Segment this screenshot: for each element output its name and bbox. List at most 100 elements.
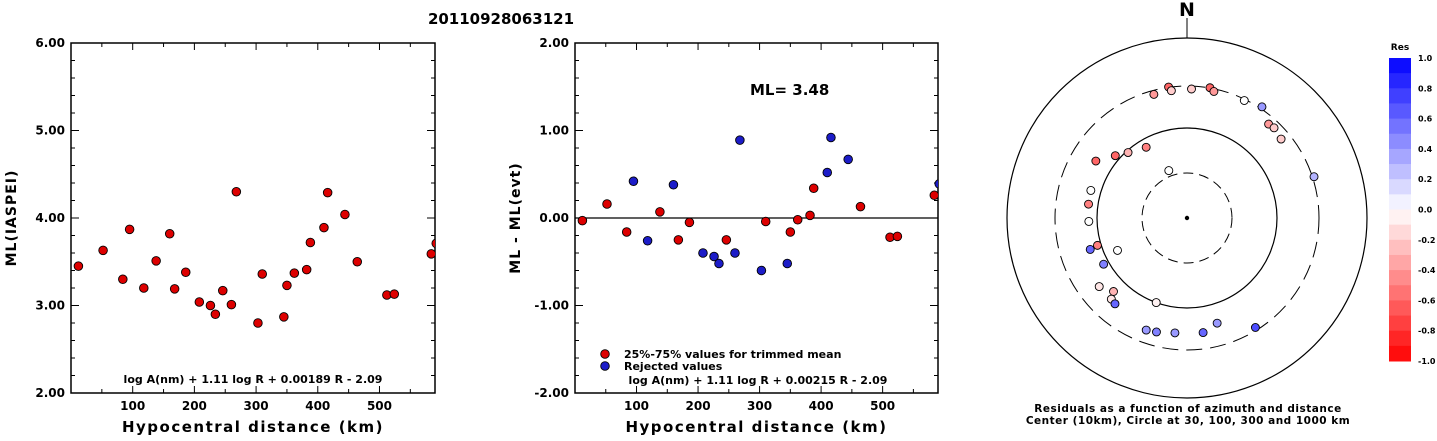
p3-station-17 [1170, 328, 1180, 338]
p3-station-34 [1113, 245, 1122, 255]
p2-point-rejected-7 [735, 135, 745, 145]
p2-point-rejected-0 [628, 176, 639, 186]
p2-ytick-label-2: 0.00 [539, 211, 569, 225]
colorbar-title: Res [1391, 43, 1409, 53]
colorbar-swatch-9 [1389, 194, 1411, 210]
p3-station-24 [1084, 216, 1094, 226]
p1-xtick-label-1: 200 [182, 399, 207, 413]
colorbar-swatch-18 [1389, 330, 1411, 347]
p3-station-14 [1250, 323, 1260, 332]
colorbar-tick-label-7: -0.4 [1418, 266, 1436, 275]
ml-vs-distance-panel: 100 200 300 400 500 2.00 3.00 4.00 5.00 6.00 Hypoc… [4, 36, 436, 436]
p2-point-rejected-13 [934, 179, 938, 189]
p3-caption: Residuals as a function of azimuth and d… [1034, 403, 1341, 415]
p2-point-rejected-9 [782, 258, 793, 269]
colorbar-tick-label-8: -0.6 [1418, 296, 1436, 305]
p1-point-kept-29 [431, 238, 435, 248]
colorbar-swatch-3 [1389, 103, 1411, 120]
p1-frame [70, 42, 436, 394]
p2-ytick-label-1: -1.00 [534, 299, 569, 313]
p3-station-26 [1085, 244, 1095, 254]
colorbar-tick-label-2: 0.6 [1418, 115, 1433, 124]
colorbar-swatch-11 [1389, 224, 1411, 241]
p3-station-13 [1309, 172, 1319, 182]
p1-point-kept-19 [289, 268, 300, 278]
p3-station-16 [1198, 328, 1208, 338]
p1-xtick-label-0: 100 [120, 399, 145, 413]
p1-xtick-label-4: 500 [367, 399, 392, 413]
p3-station-18 [1152, 327, 1161, 337]
p1-point-kept-25 [352, 257, 363, 267]
p2-xtick-label-1: 200 [686, 399, 711, 413]
colorbar-swatch-10 [1389, 209, 1411, 226]
p2-point-kept-6 [721, 235, 732, 245]
p2-formula: log A(nm) + 1.11 log R + 0.00215 R - 2.0… [629, 374, 888, 387]
p1-point-kept-27 [389, 289, 400, 299]
p2-point-rejected-11 [826, 132, 836, 143]
p1-xlabel: Hypocentral distance (km) [122, 418, 384, 436]
p3-center-dot [1184, 215, 1190, 221]
p2-point-kept-12 [855, 201, 866, 212]
p3-station-23 [1094, 282, 1104, 292]
p1-point-kept-16 [257, 269, 268, 279]
p2-point-kept-8 [785, 227, 796, 237]
p3-station-30 [1084, 199, 1093, 209]
residual-vs-distance-panel: 100 200 300 400 500 -2.00 -1.00 0.00 1.00 2.00 Hyp… [508, 36, 939, 436]
p3-ring-100km [1096, 127, 1278, 309]
colorbar-swatch-13 [1389, 254, 1411, 271]
p3-station-7 [1209, 87, 1219, 96]
p3-station-25 [1099, 259, 1109, 269]
p3-station-8 [1239, 96, 1249, 105]
colorbar-swatch-17 [1389, 315, 1411, 332]
colorbar-swatch-19 [1389, 345, 1411, 362]
colorbar-tick-label-1: 0.8 [1418, 84, 1433, 93]
p1-ytick-label-2: 4.00 [35, 211, 65, 225]
colorbar-tick-label-3: 0.4 [1418, 145, 1433, 154]
colorbar-tick-label-10: -1.0 [1418, 357, 1436, 366]
p3-ring-30km [1141, 172, 1233, 264]
colorbar-swatch-8 [1389, 179, 1411, 195]
p3-station-19 [1141, 325, 1151, 335]
p1-point-kept-20 [301, 264, 312, 275]
p1-point-kept-1 [98, 245, 108, 256]
p1-point-kept-28 [426, 249, 435, 259]
p1-point-kept-3 [124, 224, 135, 235]
p3-station-15 [1212, 318, 1222, 328]
colorbar-swatch-5 [1389, 133, 1411, 150]
p1-point-kept-8 [181, 267, 191, 278]
p3-station-9 [1257, 102, 1267, 112]
colorbar-swatch-6 [1389, 148, 1411, 165]
p2-point-kept-10 [805, 210, 815, 221]
p3-station-22 [1110, 299, 1120, 309]
p2-point-rejected-8 [756, 265, 767, 276]
p2-xtick-label-4: 500 [870, 399, 895, 413]
colorbar-swatch-2 [1389, 88, 1411, 104]
colorbar-tick-label-9: -0.8 [1418, 327, 1436, 336]
p2-legend-rejected-marker [600, 361, 610, 371]
colorbar-swatch-12 [1389, 239, 1411, 256]
p2-ml-annotation: ML= 3.48 [750, 81, 829, 99]
p2-xtick-label-2: 300 [747, 399, 772, 413]
p2-xtick-label-0: 100 [624, 399, 649, 413]
p3-station-33 [1141, 142, 1151, 152]
p2-legend-kept-label: 25%-75% values for trimmed mean [624, 348, 841, 361]
p2-point-kept-2 [621, 227, 632, 237]
colorbar-swatch-7 [1389, 164, 1411, 180]
p2-legend-rejected-label: Rejected values [624, 360, 723, 373]
p3-station-1 [1151, 298, 1161, 308]
p1-ytick-label-1: 3.00 [35, 299, 65, 313]
p3-ring-300km [1054, 85, 1320, 351]
p2-point-rejected-6 [730, 248, 740, 258]
p1-point-kept-22 [319, 222, 329, 233]
p1-xtick-label-3: 400 [305, 399, 330, 413]
p2-point-kept-7 [760, 216, 771, 227]
colorbar-tick-label-6: -0.2 [1418, 236, 1436, 245]
p1-ytick-label-3: 5.00 [35, 124, 65, 138]
p1-point-kept-2 [118, 274, 128, 285]
p2-point-rejected-1 [642, 235, 653, 246]
p2-point-kept-3 [655, 207, 665, 217]
p2-point-kept-0 [577, 215, 588, 226]
colorbar-swatch-4 [1389, 118, 1411, 135]
p3-station-28 [1091, 156, 1101, 166]
